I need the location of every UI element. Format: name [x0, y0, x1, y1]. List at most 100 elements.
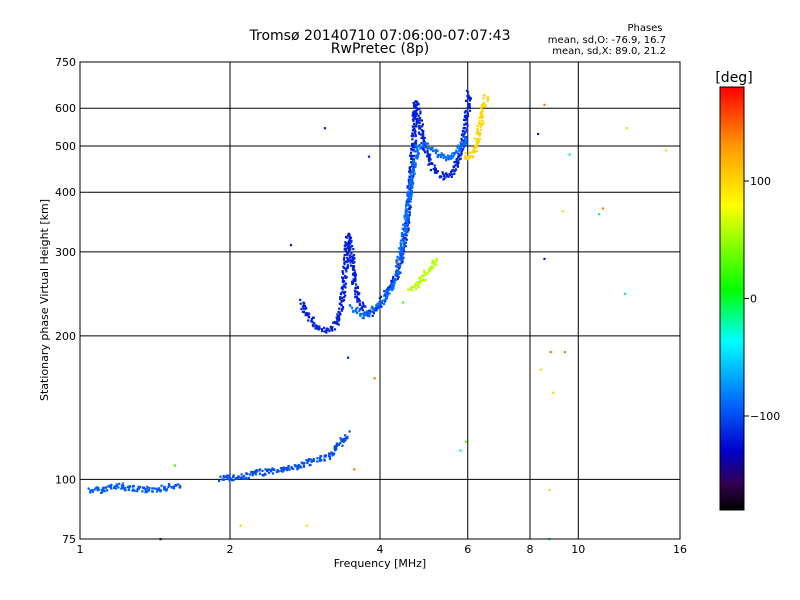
- trace-point: [475, 139, 478, 143]
- trace-point: [352, 274, 355, 277]
- trace-point: [285, 467, 288, 470]
- trace-point: [400, 250, 403, 253]
- x-axis-ticks: 1 2 4 6 8 10 16: [77, 543, 688, 556]
- trace-point: [417, 107, 420, 111]
- trace-point: [226, 477, 229, 480]
- trace-point: [320, 459, 323, 462]
- trace-point: [165, 489, 168, 492]
- trace-point: [346, 265, 349, 268]
- trace-point: [364, 313, 367, 317]
- trace-point: [396, 277, 399, 280]
- scatter-point: [625, 127, 628, 130]
- trace-point: [475, 132, 478, 135]
- trace-point: [460, 150, 464, 153]
- trace-point: [349, 259, 352, 262]
- trace-point: [474, 144, 477, 147]
- trace-point: [113, 486, 116, 489]
- trace-point: [481, 114, 484, 117]
- trace-point: [425, 155, 429, 158]
- trace-point: [396, 258, 399, 261]
- trace-point: [460, 153, 463, 156]
- scatter-point: [552, 391, 555, 394]
- trace-point: [342, 265, 345, 268]
- trace-point: [407, 190, 410, 193]
- trace-point: [370, 307, 373, 310]
- trace-point: [421, 125, 424, 128]
- trace-point: [377, 304, 380, 307]
- trace-point: [466, 155, 470, 158]
- trace-point: [375, 305, 378, 308]
- trace-point: [350, 260, 354, 263]
- trace-point: [304, 312, 307, 315]
- trace-point: [407, 227, 410, 230]
- phases-mean-o: mean, sd,O: -76.9, 16.7: [548, 35, 666, 46]
- trace-point: [415, 104, 419, 107]
- trace-point: [386, 295, 389, 298]
- trace-point: [329, 325, 332, 328]
- trace-point: [362, 303, 365, 306]
- trace-point: [422, 274, 425, 277]
- trace-point: [409, 179, 412, 182]
- trace-point: [412, 158, 415, 161]
- trace-point: [345, 244, 348, 247]
- trace-point: [151, 490, 154, 493]
- trace-point: [469, 155, 472, 158]
- phases-title: Phases: [627, 23, 662, 34]
- trace-point: [438, 176, 441, 179]
- trace-point: [478, 138, 481, 141]
- trace-point: [303, 310, 306, 313]
- scatter-point: [543, 257, 546, 260]
- trace-point: [340, 293, 343, 296]
- trace-point: [400, 232, 404, 235]
- trace-point: [240, 473, 243, 476]
- trace-point: [294, 465, 297, 468]
- trace-point: [338, 314, 341, 317]
- trace-point: [354, 274, 357, 277]
- trace-point: [348, 233, 351, 236]
- trace-point: [344, 434, 347, 437]
- trace-point: [228, 476, 231, 479]
- trace-point: [358, 292, 361, 295]
- trace-point: [468, 103, 471, 106]
- trace-point: [482, 121, 485, 124]
- trace-point: [177, 483, 180, 486]
- trace-point: [414, 130, 417, 133]
- trace-point: [479, 111, 482, 114]
- trace-point: [417, 117, 420, 120]
- trace-point: [353, 257, 356, 260]
- trace-point: [178, 484, 182, 487]
- trace-point: [165, 488, 168, 491]
- trace-point: [452, 154, 455, 158]
- trace-point: [378, 306, 381, 309]
- trace-point: [333, 320, 336, 324]
- scatter-point: [323, 127, 326, 130]
- trace-point: [397, 275, 400, 279]
- trace-point: [410, 156, 413, 159]
- scatter-point: [549, 351, 552, 354]
- trace-point: [347, 250, 350, 253]
- trace-point: [236, 477, 239, 480]
- trace-point: [397, 267, 400, 270]
- trace-point: [232, 479, 235, 482]
- trace-point: [351, 245, 354, 248]
- trace-point: [422, 132, 425, 135]
- trace-point: [467, 157, 471, 160]
- trace-point: [436, 154, 440, 157]
- trace-point: [351, 259, 355, 262]
- trace-point: [361, 301, 364, 304]
- trace-point: [352, 261, 355, 264]
- trace-point: [405, 220, 408, 223]
- trace-point: [481, 110, 484, 113]
- scatter-point: [665, 149, 668, 152]
- trace-point: [400, 234, 403, 237]
- trace-point: [331, 329, 334, 332]
- trace-point: [463, 111, 466, 114]
- trace-point: [358, 309, 361, 312]
- trace-point: [399, 263, 402, 266]
- trace-point: [342, 258, 345, 261]
- trace-point: [428, 269, 431, 272]
- trace-point: [460, 145, 463, 148]
- trace-point: [100, 488, 103, 492]
- trace-point: [414, 165, 417, 169]
- trace-point: [271, 468, 274, 471]
